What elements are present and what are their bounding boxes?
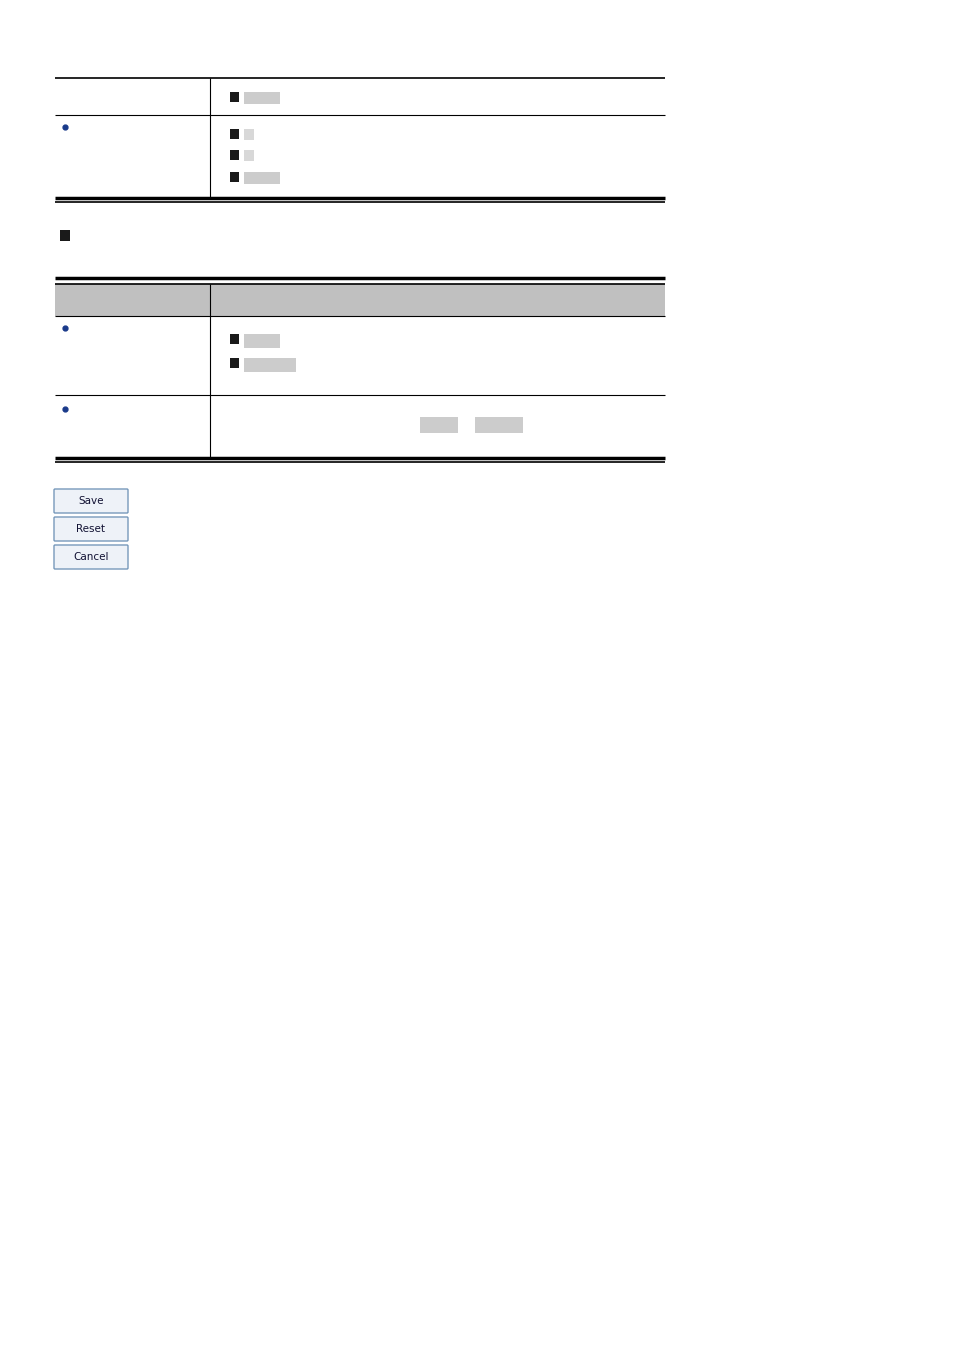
- Bar: [244, 358, 295, 373]
- Bar: [60, 230, 70, 242]
- Bar: [230, 130, 239, 139]
- Bar: [419, 417, 457, 433]
- FancyBboxPatch shape: [54, 517, 128, 541]
- Bar: [244, 150, 253, 161]
- FancyBboxPatch shape: [54, 545, 128, 568]
- Text: Save: Save: [78, 495, 104, 506]
- Bar: [55, 284, 664, 316]
- Bar: [230, 171, 239, 182]
- Text: Cancel: Cancel: [73, 552, 109, 562]
- Text: Reset: Reset: [76, 524, 106, 535]
- Bar: [244, 92, 280, 104]
- Bar: [230, 358, 239, 369]
- Bar: [244, 171, 280, 184]
- Bar: [230, 150, 239, 161]
- Bar: [230, 92, 239, 101]
- FancyBboxPatch shape: [54, 489, 128, 513]
- Bar: [244, 333, 280, 348]
- Bar: [475, 417, 522, 433]
- Bar: [244, 130, 253, 140]
- Bar: [230, 333, 239, 344]
